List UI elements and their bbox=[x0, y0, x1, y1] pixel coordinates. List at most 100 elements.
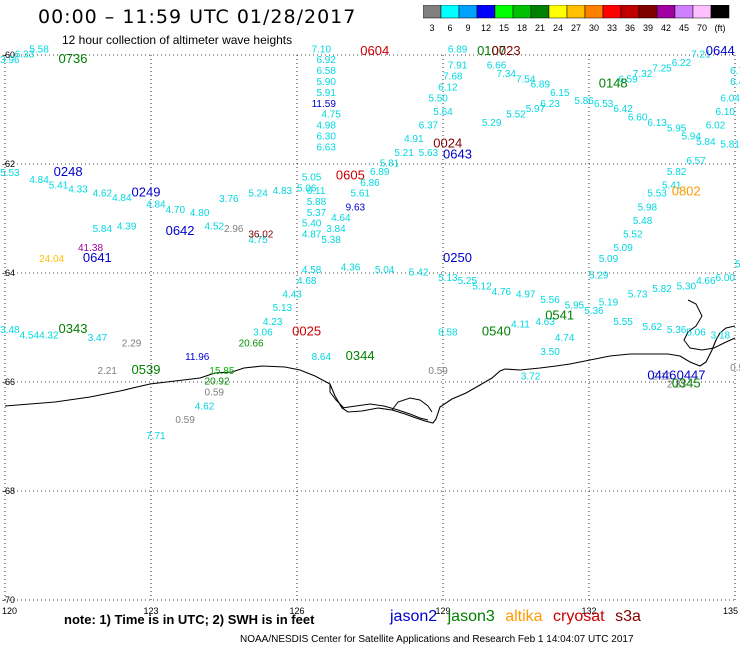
wave-height-value: 4.80 bbox=[190, 208, 210, 219]
wave-height-value: 6.89 bbox=[370, 167, 390, 178]
wave-height-value: 5.13 bbox=[438, 273, 458, 284]
antarctic-coastline bbox=[4, 325, 736, 424]
scale-label: 21 bbox=[535, 23, 545, 33]
wave-height-value: 4.66 bbox=[696, 276, 716, 287]
wave-height-value: 5.19 bbox=[599, 298, 619, 309]
lat-tick-label: -66 bbox=[2, 377, 15, 387]
wave-height-value: 7.32 bbox=[633, 69, 653, 80]
wave-height-value: 20.66 bbox=[239, 339, 264, 350]
pass-time-label: 0644 bbox=[706, 43, 735, 58]
pass-time-label: 0025 bbox=[292, 324, 321, 339]
color-scale-legend: 3 6 9 12 15 18 21 24 27 30 33 36 39 42 45 70 (ft) bbox=[423, 5, 730, 33]
wave-height-value: 6.89 bbox=[531, 80, 551, 91]
wave-height-value: 4.62 bbox=[195, 401, 215, 412]
lon-tick-label: 132 bbox=[581, 606, 596, 616]
wave-height-value: 4.84 bbox=[146, 200, 166, 211]
wave-height-value: 5.58 bbox=[29, 44, 49, 55]
wave-height-value: 4.83 bbox=[273, 186, 293, 197]
wave-height-value: 5.48 bbox=[633, 216, 653, 227]
wave-height-value: 5.04 bbox=[375, 265, 395, 276]
wave-height-value: 4.39 bbox=[117, 221, 137, 232]
wave-height-value: 41.38 bbox=[78, 243, 103, 254]
satellite-legend: jason2 jason3 altika cryosat s3a bbox=[390, 608, 641, 626]
lon-tick-label: 129 bbox=[435, 606, 450, 616]
wave-height-value: 5.13 bbox=[273, 303, 293, 314]
wave-height-value: 5.24 bbox=[248, 189, 268, 200]
lat-tick-label: -64 bbox=[2, 268, 15, 278]
pass-time-label: 0641 bbox=[83, 250, 112, 265]
wave-height-value: 5.53 bbox=[0, 168, 20, 179]
scale-label: (ft) bbox=[715, 23, 726, 33]
scale-label: 6 bbox=[447, 23, 452, 33]
wave-height-values: 5.586.333.965.534.84 5.41 4.33 4.62 4.844.84… bbox=[0, 44, 740, 442]
pass-time-label: 0344 bbox=[346, 348, 375, 363]
pass-time-label: 0250 bbox=[443, 250, 472, 265]
ice-shelf-outline bbox=[329, 384, 433, 421]
wave-height-value: 7.71 bbox=[146, 431, 166, 442]
wave-height-value: 8.64 bbox=[312, 352, 332, 363]
wave-height-value: 0.50 bbox=[730, 363, 740, 374]
wave-height-value: 6.22 bbox=[672, 58, 692, 69]
wave-height-value: 4.75 bbox=[248, 235, 268, 246]
scale-label: 15 bbox=[499, 23, 509, 33]
wave-height-value: 5.12 bbox=[472, 281, 492, 292]
graticule bbox=[4, 54, 736, 601]
wave-height-value: 5.09 bbox=[599, 254, 619, 265]
wave-height-value: 5.41 bbox=[662, 181, 682, 192]
wave-height-value: 11.59 bbox=[312, 99, 337, 110]
wave-height-value: 6.86 bbox=[360, 178, 380, 189]
wave-height-value: 5.94 bbox=[681, 131, 701, 142]
scale-label: 70 bbox=[697, 23, 707, 33]
wave-height-value: 4.62 bbox=[93, 189, 113, 200]
wave-height-value: 7.10 bbox=[312, 44, 332, 55]
pass-time-label: 0024 bbox=[433, 136, 462, 151]
wave-height-value: 3.50 bbox=[540, 347, 560, 358]
wave-height-value: 5.73 bbox=[628, 290, 648, 301]
wave-height-value: 5.29 bbox=[482, 118, 502, 129]
lon-tick-label: 120 bbox=[2, 606, 17, 616]
wave-height-value: 7.68 bbox=[443, 72, 463, 83]
lat-tick-label: -62 bbox=[2, 159, 15, 169]
coastline bbox=[4, 299, 736, 424]
pass-time-label: 0539 bbox=[132, 362, 161, 377]
wave-height-value: 2.87 bbox=[667, 379, 687, 390]
legend-s3a: s3a bbox=[615, 608, 641, 625]
wave-height-value: 4.52 bbox=[205, 221, 225, 232]
wave-height-value: 6.53 bbox=[594, 99, 614, 110]
wave-height-value: 4.43 bbox=[282, 290, 302, 301]
pass-time-label: 0249 bbox=[132, 185, 161, 200]
footnote: note: 1) Time is in UTC; 2) SWH is in fe… bbox=[64, 612, 315, 627]
wave-height-value: 4.98 bbox=[316, 121, 336, 132]
wave-height-value: 5.61 bbox=[351, 189, 371, 200]
wave-height-value: 5.62 bbox=[643, 322, 663, 333]
wave-height-value: 6.60 bbox=[628, 112, 648, 123]
wave-height-value: 0.59 bbox=[175, 415, 195, 426]
wave-height-value: 4.33 bbox=[68, 184, 88, 195]
pass-time-label: 0248 bbox=[54, 164, 83, 179]
pass-time-label: 0802 bbox=[672, 184, 701, 199]
wave-height-value: 7.54 bbox=[516, 74, 536, 85]
wave-height-value: 4.63 bbox=[535, 317, 555, 328]
wave-height-value: 3.47 bbox=[88, 333, 108, 344]
scale-label: 9 bbox=[465, 23, 470, 33]
wave-height-value: 3.84 bbox=[326, 224, 346, 235]
wave-height-value: 4.74 bbox=[555, 333, 575, 344]
wave-height-value: 2.10 bbox=[652, 371, 672, 382]
wave-height-value: 5.95 bbox=[667, 123, 687, 134]
wave-height-value: 5.05 bbox=[302, 172, 322, 183]
wave-height-value: 5.82 bbox=[667, 167, 687, 178]
wave-height-value: 4.87 bbox=[302, 230, 322, 241]
credit-line: NOAA/NESDIS Center for Satellite Applica… bbox=[240, 634, 634, 645]
wave-height-value: 5.40 bbox=[302, 219, 322, 230]
wave-height-value: 6.92 bbox=[316, 55, 336, 66]
page-title: 00:00 – 11:59 UTC 01/28/2017 bbox=[38, 6, 357, 28]
legend-jason2: jason2 bbox=[390, 608, 438, 625]
page-subtitle: 12 hour collection of altimeter wave hei… bbox=[62, 33, 293, 47]
wave-height-value: 5.86 bbox=[574, 96, 594, 107]
wave-height-value: 4.97 bbox=[516, 290, 536, 301]
wave-height-value: 5.81 bbox=[720, 140, 740, 151]
wave-height-value: 2.29 bbox=[122, 339, 142, 350]
wave-height-value: 3.72 bbox=[521, 371, 541, 382]
wave-height-value: 4.75 bbox=[321, 110, 341, 121]
